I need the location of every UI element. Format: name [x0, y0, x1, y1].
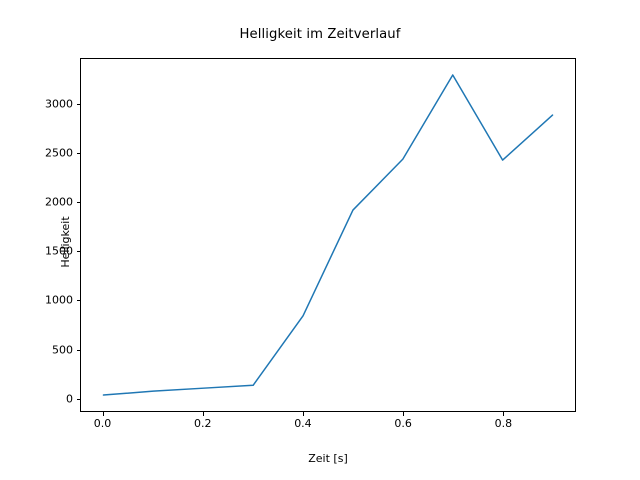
x-axis-label: Zeit [s] — [308, 452, 348, 465]
x-tick-label: 0.6 — [394, 417, 412, 430]
y-tick-label: 1000 — [45, 293, 73, 307]
y-tick-mark — [76, 103, 80, 105]
y-tick-label: 2500 — [45, 146, 73, 160]
x-tick-label: 0.2 — [194, 417, 212, 430]
line-plot-svg — [102, 74, 554, 396]
y-tick-mark — [76, 398, 80, 400]
x-tick-mark — [302, 412, 304, 416]
x-tick-mark — [202, 412, 204, 416]
y-tick-label: 2000 — [45, 195, 73, 209]
chart-title: Helligkeit im Zeitverlauf — [239, 27, 401, 42]
x-tick-label: 0.4 — [294, 417, 312, 430]
y-tick-mark — [76, 300, 80, 302]
y-tick-label: 3000 — [45, 97, 73, 111]
data-series-line — [102, 74, 554, 396]
y-tick-mark — [76, 349, 80, 351]
y-tick-label: 0 — [66, 392, 73, 406]
y-tick-label: 1500 — [45, 244, 73, 258]
y-tick-mark — [76, 152, 80, 154]
y-tick-label: 500 — [52, 343, 73, 357]
x-tick-label: 0.0 — [93, 417, 112, 430]
x-tick-mark — [403, 412, 405, 416]
x-tick-mark — [503, 412, 505, 416]
x-tick-label: 0.8 — [494, 417, 513, 430]
y-tick-mark — [76, 251, 80, 253]
plot-axes — [80, 58, 576, 412]
y-tick-mark — [76, 202, 80, 204]
x-tick-mark — [102, 412, 104, 416]
